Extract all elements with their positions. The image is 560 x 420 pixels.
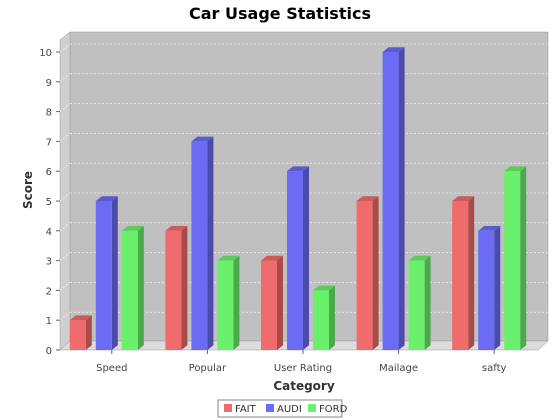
bar-ford-speed [121, 226, 144, 350]
legend-label-ford: FORD [319, 404, 348, 415]
bar-ford-popular [217, 255, 240, 350]
bar-side [111, 196, 118, 350]
legend-swatch-audi [266, 404, 274, 412]
y-tick-label: 8 [46, 108, 52, 119]
bar-top [121, 226, 144, 231]
bar-front [478, 230, 495, 350]
bar-fait-speed [69, 315, 92, 350]
bar-top [191, 136, 214, 142]
bar-top [165, 226, 188, 231]
y-axis-label: Score [21, 171, 35, 209]
bar-top [69, 315, 92, 321]
bar-front [191, 141, 208, 350]
bar-top [217, 255, 240, 261]
bar-front [217, 260, 234, 350]
y-tick-label: 0 [46, 346, 52, 357]
bar-top [504, 166, 527, 172]
x-axis-ticks: Speed Popular User Rating Mailage safty [96, 350, 507, 374]
bar-top [313, 285, 335, 291]
bar-side [207, 136, 214, 350]
bar-top [287, 166, 309, 172]
x-tick-label: Mailage [379, 363, 418, 374]
bar-fait-user-rating [261, 255, 283, 350]
bar-side [233, 255, 240, 350]
y-axis-ticks: 0 1 2 3 4 5 6 7 8 9 10 [39, 48, 60, 357]
bar-side [494, 226, 501, 350]
bar-front [287, 171, 303, 350]
legend-label-fait: FAIT [235, 404, 257, 415]
bar-front [121, 230, 138, 350]
chart-title: Car Usage Statistics [189, 4, 371, 23]
bar-side [303, 166, 309, 350]
bar-audi-popular [191, 136, 214, 350]
bar-top [382, 47, 405, 52]
bar-front [69, 320, 86, 350]
bar-side [181, 226, 188, 350]
bar-front [408, 260, 425, 350]
y-tick-label: 9 [46, 78, 52, 89]
bar-ford-mailage [408, 255, 431, 350]
bar-side [398, 47, 405, 350]
bar-audi-mailage [382, 47, 405, 350]
bar-front [382, 52, 399, 350]
bar-audi-user-rating [287, 166, 309, 350]
bar-fait-popular [165, 226, 188, 350]
bar-top [408, 255, 431, 261]
y-tick-label: 5 [46, 197, 52, 208]
bar-front [356, 201, 373, 350]
y-tick-label: 4 [46, 227, 52, 238]
x-tick-label: User Rating [274, 363, 332, 374]
bar-audi-safty [478, 226, 501, 350]
bars [69, 47, 527, 350]
y-tick-label: 1 [46, 316, 52, 327]
bar-top [261, 255, 283, 261]
x-axis-label: Category [273, 379, 335, 393]
bar-front [261, 260, 277, 350]
x-tick-label: safty [482, 363, 507, 374]
bar-side [277, 255, 283, 350]
bar-side [85, 315, 92, 350]
bar-side [372, 196, 379, 350]
bar-audi-speed [95, 196, 118, 350]
bar-top [95, 196, 118, 201]
bar-top [478, 226, 501, 231]
x-tick-label: Speed [96, 363, 127, 374]
bar-ford-user-rating [313, 285, 335, 350]
bar-front [165, 230, 182, 350]
bar-top [452, 196, 475, 201]
legend-swatch-ford [308, 404, 316, 412]
legend-swatch-fait [224, 404, 232, 412]
legend-label-audi: AUDI [277, 404, 302, 415]
x-tick-label: Popular [189, 363, 227, 374]
bar-fait-safty [452, 196, 475, 350]
plot-left-wall [59, 31, 71, 351]
bar-fait-mailage [356, 196, 379, 350]
y-tick-label: 10 [39, 48, 52, 59]
bar-side [520, 166, 527, 350]
y-tick-label: 6 [46, 167, 52, 178]
bar-front [313, 290, 329, 350]
y-tick-label: 3 [46, 257, 52, 268]
bar-ford-safty [504, 166, 527, 350]
bar-side [137, 226, 144, 350]
bar-side [329, 285, 335, 350]
bar-side [468, 196, 475, 350]
bar-side [424, 255, 431, 350]
y-tick-label: 7 [46, 137, 52, 148]
bar-front [95, 201, 112, 350]
bar-front [452, 201, 469, 350]
y-tick-label: 2 [46, 286, 52, 297]
legend: FAIT AUDI FORD [217, 399, 348, 418]
bar-top [356, 196, 379, 201]
bar-front [504, 171, 521, 350]
